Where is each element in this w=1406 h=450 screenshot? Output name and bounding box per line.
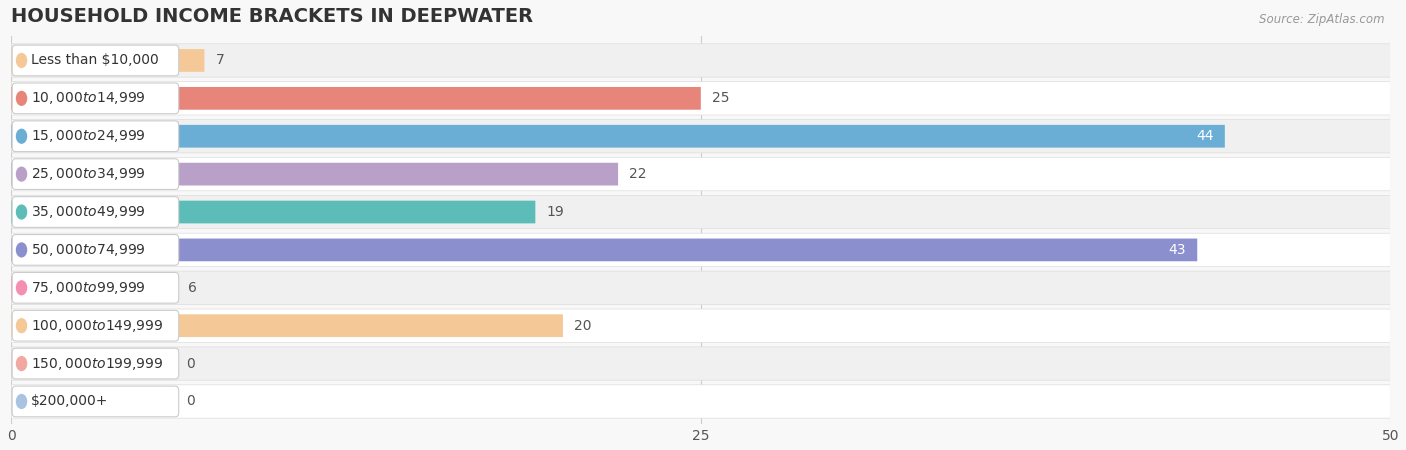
Circle shape — [17, 54, 27, 68]
Text: Source: ZipAtlas.com: Source: ZipAtlas.com — [1260, 14, 1385, 27]
FancyBboxPatch shape — [11, 238, 1198, 261]
Circle shape — [17, 357, 27, 370]
Circle shape — [17, 281, 27, 295]
Text: 43: 43 — [1168, 243, 1187, 257]
Text: $150,000 to $199,999: $150,000 to $199,999 — [31, 356, 163, 372]
Text: $100,000 to $149,999: $100,000 to $149,999 — [31, 318, 163, 334]
Text: 44: 44 — [1197, 129, 1213, 143]
Text: 20: 20 — [574, 319, 592, 333]
Text: $50,000 to $74,999: $50,000 to $74,999 — [31, 242, 145, 258]
Text: 6: 6 — [188, 281, 197, 295]
Text: 0: 0 — [187, 395, 195, 409]
FancyBboxPatch shape — [13, 159, 179, 189]
FancyBboxPatch shape — [13, 348, 179, 379]
FancyBboxPatch shape — [11, 276, 177, 299]
Text: $200,000+: $200,000+ — [31, 395, 108, 409]
Text: 22: 22 — [628, 167, 647, 181]
Circle shape — [17, 395, 27, 408]
FancyBboxPatch shape — [11, 120, 1391, 153]
Text: HOUSEHOLD INCOME BRACKETS IN DEEPWATER: HOUSEHOLD INCOME BRACKETS IN DEEPWATER — [11, 7, 533, 26]
Circle shape — [17, 319, 27, 333]
Text: $10,000 to $14,999: $10,000 to $14,999 — [31, 90, 145, 106]
FancyBboxPatch shape — [11, 347, 1391, 380]
FancyBboxPatch shape — [13, 272, 179, 303]
Circle shape — [17, 205, 27, 219]
Text: $35,000 to $49,999: $35,000 to $49,999 — [31, 204, 145, 220]
Text: $75,000 to $99,999: $75,000 to $99,999 — [31, 280, 145, 296]
FancyBboxPatch shape — [13, 386, 179, 417]
Text: 0: 0 — [187, 356, 195, 370]
FancyBboxPatch shape — [11, 44, 1391, 77]
FancyBboxPatch shape — [11, 125, 1225, 148]
Circle shape — [17, 243, 27, 257]
FancyBboxPatch shape — [13, 121, 179, 152]
FancyBboxPatch shape — [11, 314, 562, 337]
FancyBboxPatch shape — [11, 49, 204, 72]
Text: Less than $10,000: Less than $10,000 — [31, 54, 159, 68]
FancyBboxPatch shape — [13, 83, 179, 114]
FancyBboxPatch shape — [11, 233, 1391, 266]
Text: 19: 19 — [547, 205, 564, 219]
FancyBboxPatch shape — [13, 310, 179, 341]
FancyBboxPatch shape — [11, 195, 1391, 229]
Circle shape — [17, 129, 27, 143]
FancyBboxPatch shape — [11, 163, 619, 185]
FancyBboxPatch shape — [13, 197, 179, 227]
FancyBboxPatch shape — [11, 87, 700, 110]
Text: 7: 7 — [215, 54, 224, 68]
Text: 25: 25 — [711, 91, 730, 105]
FancyBboxPatch shape — [11, 309, 1391, 342]
FancyBboxPatch shape — [11, 158, 1391, 191]
FancyBboxPatch shape — [11, 201, 536, 223]
FancyBboxPatch shape — [13, 45, 179, 76]
FancyBboxPatch shape — [11, 385, 1391, 418]
Circle shape — [17, 167, 27, 181]
Circle shape — [17, 91, 27, 105]
Text: $15,000 to $24,999: $15,000 to $24,999 — [31, 128, 145, 144]
FancyBboxPatch shape — [13, 234, 179, 265]
FancyBboxPatch shape — [11, 82, 1391, 115]
FancyBboxPatch shape — [11, 271, 1391, 305]
Text: $25,000 to $34,999: $25,000 to $34,999 — [31, 166, 145, 182]
